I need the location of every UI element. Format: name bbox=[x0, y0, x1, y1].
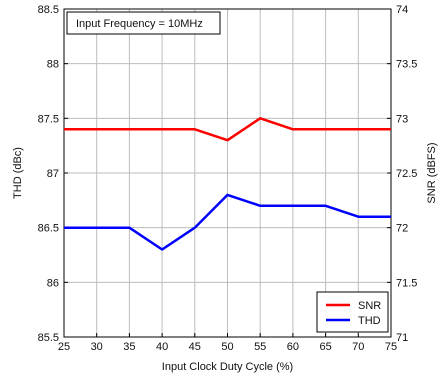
legend: SNR THD bbox=[316, 291, 389, 333]
y-right-tick-labels: 71 71.5 72 72.5 73 73.5 74 bbox=[396, 4, 417, 344]
series-line-snr bbox=[64, 117, 391, 142]
x-axis-label: Input Clock Duty Cycle (%) bbox=[162, 361, 293, 373]
x-tick-labels: 25 30 35 40 45 50 55 60 65 70 75 bbox=[58, 341, 397, 353]
annotation: Input Frequency = 10MHz bbox=[76, 18, 203, 30]
legend-box bbox=[316, 291, 389, 333]
x-tick-label: 65 bbox=[319, 341, 331, 353]
x-tick-label: 25 bbox=[58, 341, 70, 353]
legend-label-snr: SNR bbox=[358, 300, 381, 312]
y-right-tick-label: 72.5 bbox=[396, 168, 417, 180]
series-lines bbox=[64, 117, 391, 251]
x-tick-label: 35 bbox=[123, 341, 135, 353]
y-left-tick-label: 85.5 bbox=[38, 332, 59, 344]
y-left-tick-label: 87.5 bbox=[38, 113, 59, 125]
x-tick-label: 75 bbox=[385, 341, 397, 353]
y-right-tick-label: 73 bbox=[396, 113, 408, 125]
x-tick-label: 55 bbox=[254, 341, 266, 353]
annotation-box bbox=[66, 11, 221, 35]
x-tick-label: 40 bbox=[156, 341, 168, 353]
y-left-tick-label: 88.5 bbox=[38, 4, 59, 16]
x-tick-label: 60 bbox=[287, 341, 299, 353]
series-line-thd bbox=[64, 193, 391, 251]
x-tick-label: 70 bbox=[352, 341, 364, 353]
y-left-tick-label: 87 bbox=[47, 168, 59, 180]
y-right-tick-label: 74 bbox=[396, 4, 408, 16]
y-left-tick-labels: 85.5 86 86.5 87 87.5 88 88.5 bbox=[38, 4, 59, 344]
y-left-tick-label: 86.5 bbox=[38, 223, 59, 235]
y-right-tick-label: 73.5 bbox=[396, 59, 417, 71]
y-axis-left-label: THD (dBc) bbox=[12, 147, 24, 199]
grid bbox=[64, 9, 391, 337]
legend-label-thd: THD bbox=[358, 315, 381, 327]
y-right-tick-label: 71 bbox=[396, 332, 408, 344]
y-right-tick-label: 71.5 bbox=[396, 277, 417, 289]
x-tick-label: 30 bbox=[91, 341, 103, 353]
x-tick-label: 45 bbox=[189, 341, 201, 353]
y-axis-right-label: SNR (dBFS) bbox=[426, 142, 438, 203]
y-left-tick-label: 88 bbox=[47, 59, 59, 71]
y-right-tick-label: 72 bbox=[396, 223, 408, 235]
x-tick-label: 50 bbox=[221, 341, 233, 353]
y-left-tick-label: 86 bbox=[47, 277, 59, 289]
